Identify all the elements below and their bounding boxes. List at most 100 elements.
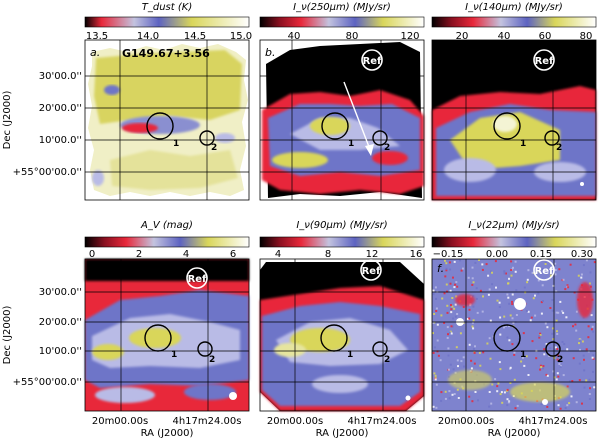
ytick-top-1: 20'00.0'' xyxy=(39,103,82,114)
panel-e-source-1-label: 1 xyxy=(347,350,353,360)
ylabel-bottom: Dec (J2000) xyxy=(2,306,13,365)
ytick-bottom-2: 10'00.0'' xyxy=(39,346,82,357)
panel-c-tick-3: 80 xyxy=(580,31,593,42)
panel-d-tick-0: 0 xyxy=(89,249,95,260)
ytick-top-3: +55°00'00.0'' xyxy=(13,167,82,178)
panel-f-source-2-label: 2 xyxy=(557,355,563,365)
panel-f-tick-1: 0.00 xyxy=(486,249,508,260)
panel-c-tick-2: 60 xyxy=(539,31,552,42)
panel-f-colorbar-ticks: −0.15 0.00 0.15 0.30 xyxy=(433,249,593,260)
xlabel-e: RA (J2000) xyxy=(316,428,369,439)
panel-f-source-2-circle xyxy=(545,341,561,357)
ytick-top-0: 30'00.0'' xyxy=(39,71,82,82)
panel-c: I_ν(140μm) (MJy/sr) 20 40 60 80 c. Ref 1 xyxy=(431,2,597,201)
panel-f-tick-2: 0.15 xyxy=(530,249,552,260)
panel-d-ref-label: Ref xyxy=(188,274,207,285)
panel-e-ref-circle xyxy=(360,259,382,281)
panel-d-frame xyxy=(84,258,250,412)
panel-e-grid xyxy=(260,259,424,411)
panel-c-grid xyxy=(432,40,596,200)
panel-d-source-2-circle xyxy=(197,341,213,357)
panel-f-tick-3: 0.30 xyxy=(571,249,593,260)
panel-b-source-1-label: 1 xyxy=(348,139,354,149)
panel-a-source-2-label: 2 xyxy=(211,143,217,153)
x-axis-f: 20m00.00s 4h17m24.00s RA (J2000) xyxy=(438,416,588,439)
ytick-bottom-3: +55°00'00.0'' xyxy=(13,377,82,388)
panel-d-tick-1: 2 xyxy=(136,249,142,260)
panel-d-grid xyxy=(85,259,249,411)
panel-f-colorbar-title: I_ν(22μm) (MJy/sr) xyxy=(468,220,559,231)
region-label: G149.67+3.56 xyxy=(122,47,210,60)
panel-f-map xyxy=(432,259,596,411)
panel-b-colorbar-ticks: 40 80 120 xyxy=(288,31,420,42)
panel-c-source-2-label: 2 xyxy=(556,143,562,153)
panel-c-tick-0: 20 xyxy=(456,31,469,42)
panel-d-tick-2: 4 xyxy=(183,249,189,260)
panel-d-source-1-circle xyxy=(144,324,172,352)
panel-e-frame xyxy=(259,258,425,412)
panel-a-letter: a. xyxy=(90,46,100,59)
panel-b-tick-2: 120 xyxy=(400,31,419,42)
panel-a-colorbar-title: T_dust (K) xyxy=(142,2,192,13)
panel-a-source-1-label: 1 xyxy=(173,139,179,149)
panel-a-grid xyxy=(85,40,249,200)
panel-a-map xyxy=(85,40,249,200)
panel-c-colorbar xyxy=(431,16,597,28)
panel-f-grid xyxy=(432,259,596,411)
xtick-e-1: 4h17m24.00s xyxy=(347,416,416,427)
panel-f: I_ν(22μm) (MJy/sr) −0.15 0.00 0.15 0.30 … xyxy=(431,220,597,412)
panel-c-ref-circle xyxy=(533,49,555,71)
panel-e-tick-3: 16 xyxy=(410,249,423,260)
panel-d-colorbar-ticks: 0 2 4 6 xyxy=(89,249,236,260)
panel-b-tick-1: 80 xyxy=(346,31,359,42)
panel-d-ref-circle xyxy=(186,267,208,289)
y-axis-top: 30'00.0'' 20'00.0'' 10'00.0'' +55°00'00.… xyxy=(2,71,82,178)
panel-c-frame xyxy=(431,39,597,201)
panel-f-letter: f. xyxy=(437,262,444,275)
xtick-f-1: 4h17m24.00s xyxy=(518,416,587,427)
panel-f-colorbar xyxy=(431,236,597,248)
panel-d-colorbar-title: A_V (mag) xyxy=(140,220,193,231)
x-axis-e: 20m00.00s 4h17m24.00s RA (J2000) xyxy=(267,416,417,439)
panel-b-grid xyxy=(260,40,424,200)
panel-f-ref-circle xyxy=(533,259,555,281)
panel-f-source-1-circle xyxy=(493,324,521,352)
panel-c-source-1-label: 1 xyxy=(520,139,526,149)
panel-e-colorbar-ticks: 4 8 12 16 xyxy=(275,249,423,260)
panel-a-tick-3: 15.0 xyxy=(230,31,252,42)
panel-b: I_ν(250μm) (MJy/sr) 40 80 120 b. Ref 1 xyxy=(259,2,425,201)
ytick-bottom-0: 30'00.0'' xyxy=(39,287,82,298)
panel-c-colorbar-ticks: 20 40 60 80 xyxy=(456,31,593,42)
panel-a-tick-0: 13.5 xyxy=(86,31,108,42)
panel-f-ref-label: Ref xyxy=(535,266,554,277)
panel-d-letter: d. xyxy=(90,262,100,275)
panel-b-source-2-circle xyxy=(372,130,388,146)
panel-e-source-2-label: 2 xyxy=(384,355,390,365)
xtick-e-0: 20m00.00s xyxy=(267,416,323,427)
panel-e-source-2-circle xyxy=(372,341,388,357)
xtick-d-1: 4h17m24.00s xyxy=(172,416,241,427)
panel-e-tick-0: 4 xyxy=(275,249,281,260)
panel-c-source-2-circle xyxy=(544,130,560,146)
xtick-f-0: 20m00.00s xyxy=(438,416,494,427)
panel-c-map xyxy=(432,40,596,200)
panel-e-ref-label: Ref xyxy=(362,266,381,277)
panel-e-map xyxy=(260,259,424,411)
panel-e-tick-1: 8 xyxy=(325,249,331,260)
panel-d-tick-3: 6 xyxy=(230,249,236,260)
panel-a-colorbar-ticks: 13.5 14.0 14.5 15.0 xyxy=(86,31,252,42)
xlabel-d: RA (J2000) xyxy=(141,428,194,439)
panel-a: T_dust (K) 13.5 14.0 14.5 15.0 a. G149.6… xyxy=(84,2,252,201)
panel-f-frame xyxy=(431,258,597,412)
panel-f-tick-0: −0.15 xyxy=(433,249,464,260)
panel-b-source-1-circle xyxy=(321,112,349,140)
panel-c-letter: c. xyxy=(437,46,447,59)
panel-b-map xyxy=(260,40,424,200)
panel-e-source-1-circle xyxy=(320,324,348,352)
panel-b-colorbar xyxy=(259,16,425,28)
panel-b-arrow-head xyxy=(365,144,374,156)
panel-e-colorbar-title: I_ν(90μm) (MJy/sr) xyxy=(296,220,387,231)
panel-c-ref-label: Ref xyxy=(535,56,554,67)
panel-b-ref-label: Ref xyxy=(363,56,382,67)
panel-b-frame xyxy=(259,39,425,201)
